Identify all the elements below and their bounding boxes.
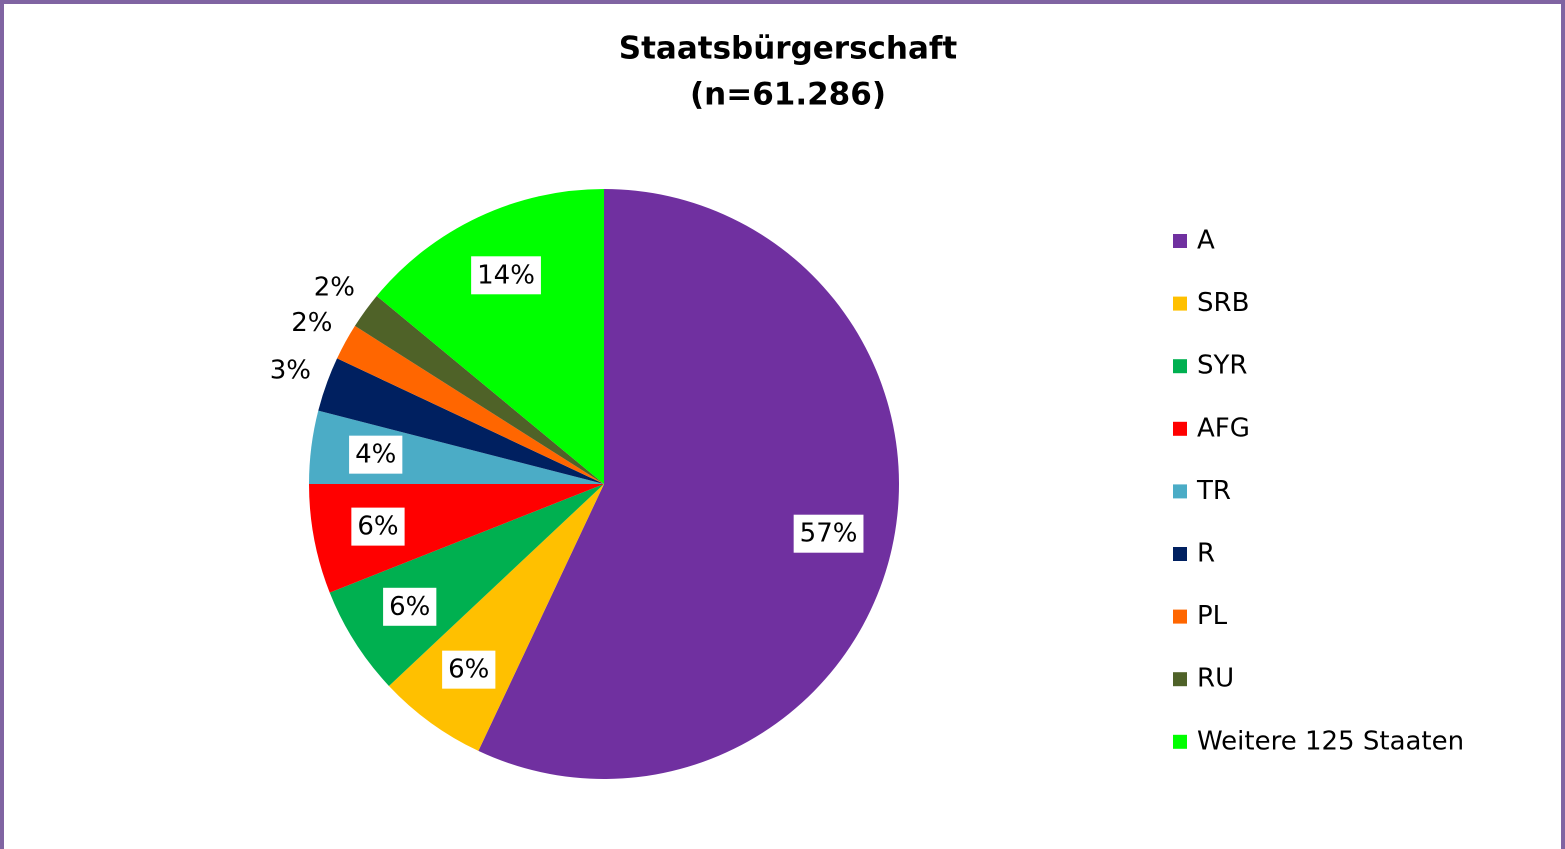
data-label: 6% [357, 512, 398, 542]
legend-swatch [1173, 296, 1187, 311]
legend-swatch [1173, 359, 1187, 374]
legend-label: PL [1197, 601, 1228, 631]
data-label-bg [442, 650, 496, 689]
data-label: 2% [291, 308, 332, 338]
legend-label: RU [1197, 664, 1234, 694]
pie-slice [354, 295, 604, 484]
legend-label: Weitere 125 Staaten [1197, 726, 1464, 756]
legend-label: SRB [1197, 288, 1249, 318]
pie-slice [337, 325, 604, 484]
data-label-bg [471, 256, 541, 295]
data-label: 14% [477, 260, 535, 290]
chart-subtitle: (n=61.286) [690, 77, 886, 113]
legend-swatch [1173, 421, 1187, 436]
legend-label: SYR [1197, 351, 1247, 381]
data-label: 3% [270, 356, 311, 386]
chart-title: Staatsbürgerschaft [619, 31, 958, 67]
data-label-bg [349, 435, 403, 474]
legend-swatch [1173, 484, 1187, 499]
legend-swatch [1173, 234, 1187, 248]
pie-slice [329, 484, 604, 686]
data-label: 4% [355, 440, 396, 470]
legend-label: AFG [1197, 413, 1250, 443]
data-label: 6% [389, 592, 430, 622]
legend-label: A [1197, 226, 1215, 256]
legend-label: R [1197, 539, 1215, 569]
data-label-bg [351, 507, 405, 546]
data-label-bg [383, 587, 437, 626]
legend-swatch [1173, 547, 1187, 561]
legend-swatch [1173, 609, 1187, 624]
data-label: 6% [448, 655, 489, 685]
legend-label: TR [1196, 476, 1231, 506]
legend-swatch [1173, 734, 1187, 749]
data-label: 57% [800, 519, 858, 549]
pie-slice [318, 358, 604, 484]
pie-slice [376, 189, 604, 484]
data-label-bg [793, 514, 864, 553]
pie-slice [478, 189, 900, 780]
data-label: 2% [314, 273, 355, 303]
legend-swatch [1173, 672, 1187, 687]
